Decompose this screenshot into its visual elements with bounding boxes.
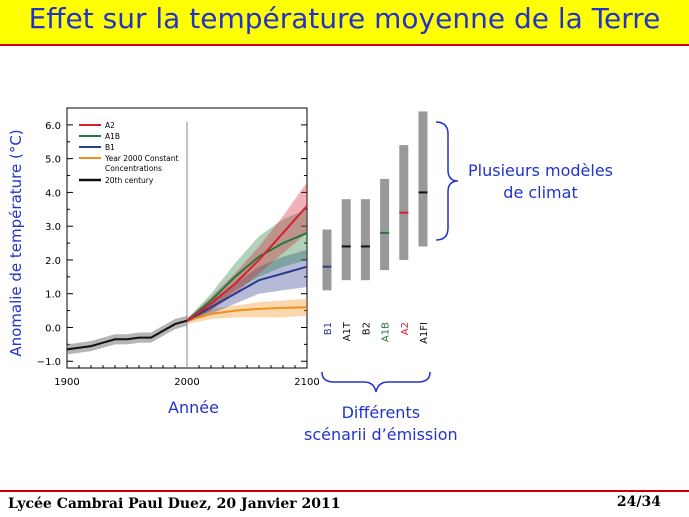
legend-label-line2: Concentrations [105, 164, 162, 173]
footer-rule [0, 490, 689, 492]
y-tick-label: 5.0 [45, 155, 61, 166]
scenario-label-b2: B2 [361, 322, 372, 335]
page-number: 24/34 [616, 494, 661, 510]
models-annotation: Plusieurs modèles de climat [468, 160, 613, 204]
y-tick-label: 0.0 [45, 323, 61, 334]
x-tick-label: 2000 [174, 377, 199, 388]
scenario-range-chart: B1 A1T B2 A1B A2 A1FI [322, 111, 430, 344]
scenarios-brace [321, 371, 431, 393]
uncertainty-band-year-2000-constant [187, 298, 307, 325]
y-tick-label: 1.0 [45, 290, 61, 301]
legend-label: A1B [105, 132, 120, 141]
scenario-label-a1t: A1T [342, 321, 353, 341]
legend-label: 20th century [105, 176, 154, 185]
models-brace [435, 121, 459, 241]
annotation-braces [321, 121, 459, 393]
footer-school: Lycée Cambrai Paul Duez, 20 Janvier 2011 [8, 496, 341, 512]
scenarios-annotation-line1: Différents [341, 403, 421, 422]
series-line-b1 [186, 265, 308, 322]
series-line-a1b [186, 231, 308, 322]
legend-label: Year 2000 Constant [104, 154, 179, 163]
title-bar: Effet sur la température moyenne de la T… [0, 0, 689, 46]
x-tick-label: 1900 [54, 377, 79, 388]
range-bar-b2 [360, 199, 370, 281]
models-annotation-line2: de climat [503, 183, 578, 202]
slide-title: Effet sur la température moyenne de la T… [28, 2, 661, 35]
y-tick-label: 2.0 [45, 256, 61, 267]
y-tick-label: 6.0 [45, 121, 61, 132]
range-bar-a1fi [418, 111, 428, 247]
y-axis-label: Anomalie de température (°C) [7, 129, 25, 357]
y-tick-label: −1.0 [37, 357, 61, 368]
uncertainty-band-a2 [187, 182, 307, 323]
series-line-year-2000-constant [186, 306, 308, 322]
y-tick-label: 4.0 [45, 188, 61, 199]
range-bar-b1 [322, 229, 332, 291]
legend-label: A2 [105, 121, 115, 130]
series-line-a2 [186, 205, 308, 322]
scenario-label-a1b: A1B [381, 322, 392, 342]
range-bar-a1t [341, 199, 351, 281]
x-tick-label: 2100 [294, 377, 319, 388]
scenario-label-a2: A2 [400, 322, 411, 335]
scenario-label-b1: B1 [323, 322, 334, 335]
series-line-20th-century [66, 319, 188, 351]
legend-label: B1 [105, 143, 115, 152]
scenarios-annotation-line2: scénarii d’émission [304, 425, 458, 444]
x-axis-label: Année [168, 398, 219, 417]
models-annotation-line1: Plusieurs modèles [468, 161, 613, 180]
scenario-label-a1fi: A1FI [419, 322, 430, 344]
temperature-line-chart: −1.0 0.0 1.0 2.0 3.0 4.0 5.0 6.0 1900 2000 2100 A2 A… [37, 107, 320, 388]
y-tick-label: 3.0 [45, 222, 61, 233]
scenarios-annotation: Différents scénarii d’émission [304, 402, 458, 446]
range-bar-a1b [380, 178, 390, 271]
range-bar-a2 [399, 145, 409, 260]
